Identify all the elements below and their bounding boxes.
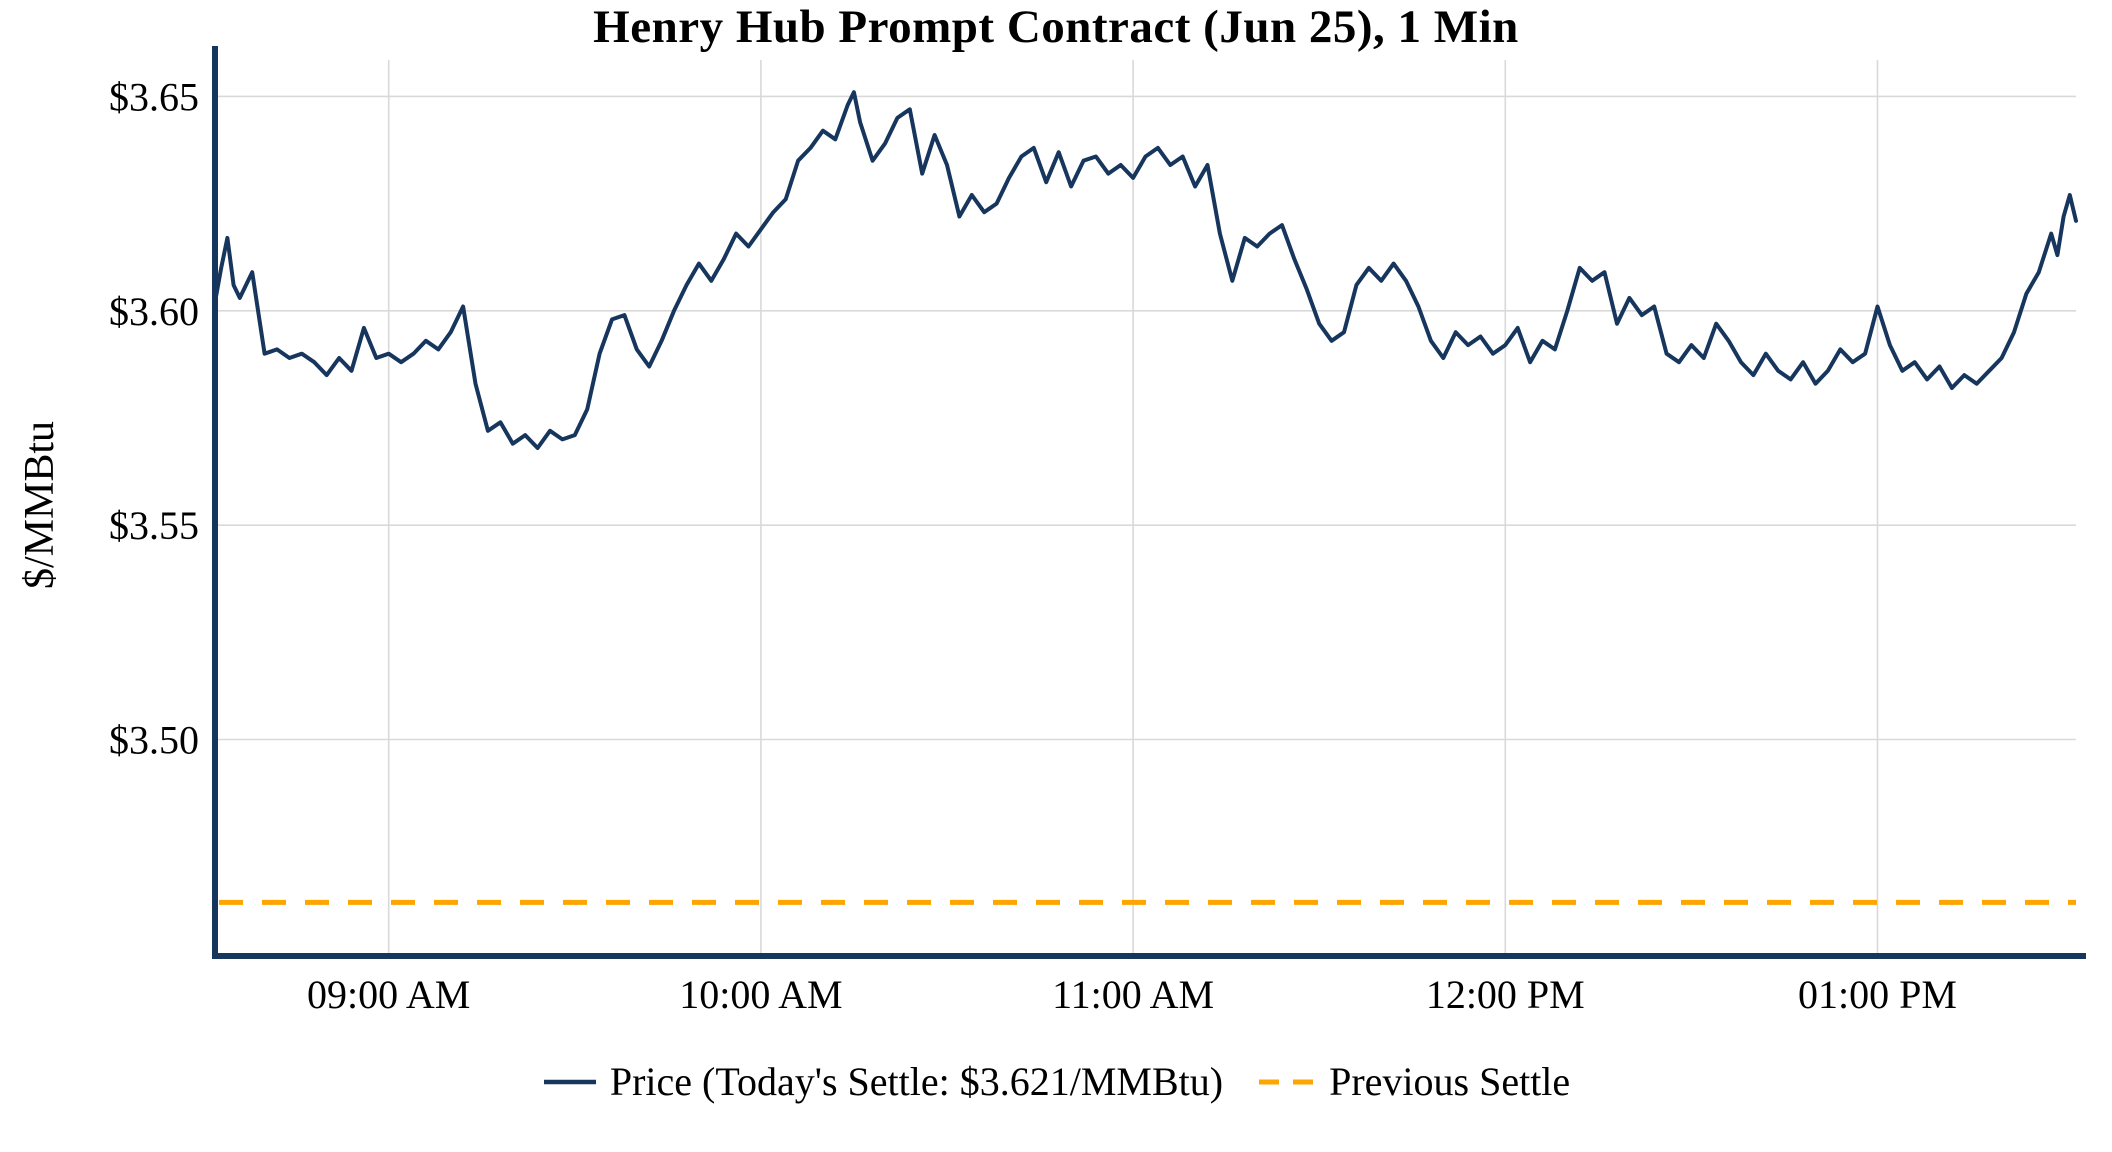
legend-label-previous-settle: Previous Settle xyxy=(1329,1059,1571,1104)
legend: Price (Today's Settle: $3.621/MMBtu) Pre… xyxy=(0,1058,2112,1105)
price-line-swatch xyxy=(543,1079,596,1084)
y-tick-label: $3.60 xyxy=(109,289,199,334)
x-tick-label: 12:00 PM xyxy=(1426,972,1585,1017)
x-tick-label: 10:00 AM xyxy=(679,972,842,1017)
legend-label-price: Price (Today's Settle: $3.621/MMBtu) xyxy=(609,1059,1224,1104)
legend-item-price: Price (Today's Settle: $3.621/MMBtu) xyxy=(542,1058,1223,1105)
x-tick-label: 01:00 PM xyxy=(1798,972,1957,1017)
y-tick-label: $3.50 xyxy=(109,718,199,763)
price-line xyxy=(213,90,2078,450)
x-tick-label: 11:00 AM xyxy=(1052,972,1214,1017)
chart-title: Henry Hub Prompt Contract (Jun 25), 1 Mi… xyxy=(593,1,1519,53)
previous-settle-swatch xyxy=(1259,1079,1316,1084)
x-tick-label: 09:00 AM xyxy=(307,972,470,1017)
y-tick-label: $3.55 xyxy=(109,503,199,548)
legend-item-previous-settle: Previous Settle xyxy=(1257,1058,1570,1105)
y-tick-label: $3.65 xyxy=(109,74,199,119)
